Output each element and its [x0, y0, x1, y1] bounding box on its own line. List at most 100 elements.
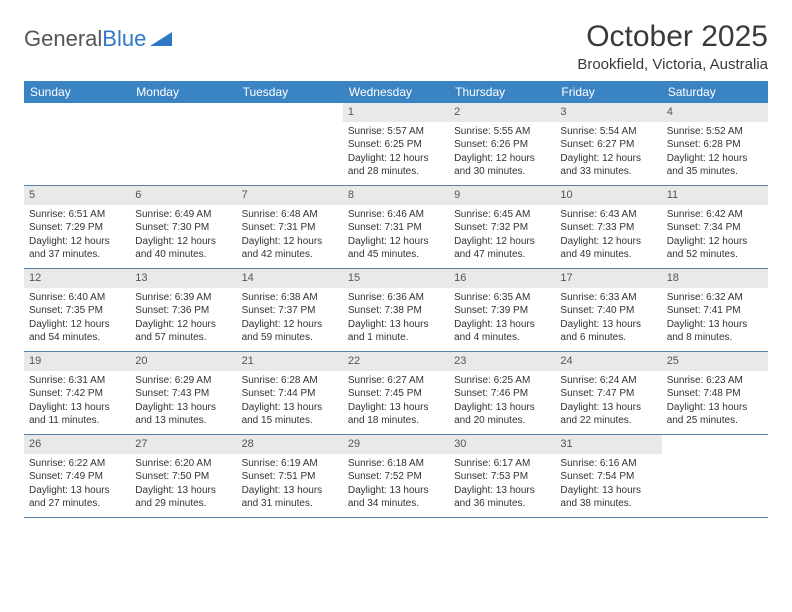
- day-content: Sunrise: 5:54 AMSunset: 6:27 PMDaylight:…: [555, 122, 661, 183]
- calendar-cell: 14Sunrise: 6:38 AMSunset: 7:37 PMDayligh…: [237, 269, 343, 352]
- sunset-text: Sunset: 7:41 PM: [667, 304, 763, 318]
- sunset-text: Sunset: 7:51 PM: [242, 470, 338, 484]
- day-content: Sunrise: 6:49 AMSunset: 7:30 PMDaylight:…: [130, 205, 236, 266]
- calendar-row: 12Sunrise: 6:40 AMSunset: 7:35 PMDayligh…: [24, 269, 768, 352]
- sunrise-text: Sunrise: 5:57 AM: [348, 125, 444, 139]
- day-number: 17: [555, 269, 661, 288]
- day-content: Sunrise: 5:55 AMSunset: 6:26 PMDaylight:…: [449, 122, 555, 183]
- daylight-text: Daylight: 12 hours: [454, 152, 550, 166]
- sunrise-text: Sunrise: 6:25 AM: [454, 374, 550, 388]
- weekday-header: Monday: [130, 81, 236, 103]
- day-number: 30: [449, 435, 555, 454]
- daylight-text: Daylight: 12 hours: [29, 235, 125, 249]
- calendar-cell: 18Sunrise: 6:32 AMSunset: 7:41 PMDayligh…: [662, 269, 768, 352]
- sunrise-text: Sunrise: 6:48 AM: [242, 208, 338, 222]
- daylight-text: Daylight: 13 hours: [454, 484, 550, 498]
- sunrise-text: Sunrise: 6:18 AM: [348, 457, 444, 471]
- daylight-text: and 30 minutes.: [454, 165, 550, 179]
- logo: GeneralBlue: [24, 20, 172, 52]
- day-content: Sunrise: 6:25 AMSunset: 7:46 PMDaylight:…: [449, 371, 555, 432]
- daylight-text: and 49 minutes.: [560, 248, 656, 262]
- daylight-text: and 4 minutes.: [454, 331, 550, 345]
- day-content: Sunrise: 6:19 AMSunset: 7:51 PMDaylight:…: [237, 454, 343, 515]
- day-number: 9: [449, 186, 555, 205]
- day-content: Sunrise: 6:20 AMSunset: 7:50 PMDaylight:…: [130, 454, 236, 515]
- daylight-text: Daylight: 13 hours: [29, 401, 125, 415]
- sunrise-text: Sunrise: 6:51 AM: [29, 208, 125, 222]
- sunrise-text: Sunrise: 6:32 AM: [667, 291, 763, 305]
- sunset-text: Sunset: 7:44 PM: [242, 387, 338, 401]
- day-number: 19: [24, 352, 130, 371]
- sunset-text: Sunset: 7:52 PM: [348, 470, 444, 484]
- daylight-text: Daylight: 12 hours: [667, 152, 763, 166]
- day-content: Sunrise: 6:28 AMSunset: 7:44 PMDaylight:…: [237, 371, 343, 432]
- daylight-text: and 22 minutes.: [560, 414, 656, 428]
- daylight-text: and 18 minutes.: [348, 414, 444, 428]
- calendar-cell: [662, 435, 768, 518]
- day-number: 31: [555, 435, 661, 454]
- weekday-header: Saturday: [662, 81, 768, 103]
- daylight-text: and 20 minutes.: [454, 414, 550, 428]
- sunrise-text: Sunrise: 5:52 AM: [667, 125, 763, 139]
- weekday-header: Friday: [555, 81, 661, 103]
- daylight-text: Daylight: 13 hours: [348, 401, 444, 415]
- calendar-cell: 20Sunrise: 6:29 AMSunset: 7:43 PMDayligh…: [130, 352, 236, 435]
- day-number: 6: [130, 186, 236, 205]
- day-content: Sunrise: 6:36 AMSunset: 7:38 PMDaylight:…: [343, 288, 449, 349]
- sunrise-text: Sunrise: 6:39 AM: [135, 291, 231, 305]
- daylight-text: and 36 minutes.: [454, 497, 550, 511]
- day-number: 11: [662, 186, 768, 205]
- day-number: 7: [237, 186, 343, 205]
- day-content: Sunrise: 6:42 AMSunset: 7:34 PMDaylight:…: [662, 205, 768, 266]
- sunrise-text: Sunrise: 6:22 AM: [29, 457, 125, 471]
- sunset-text: Sunset: 7:37 PM: [242, 304, 338, 318]
- calendar-cell: 11Sunrise: 6:42 AMSunset: 7:34 PMDayligh…: [662, 186, 768, 269]
- sunrise-text: Sunrise: 6:16 AM: [560, 457, 656, 471]
- day-content: Sunrise: 6:24 AMSunset: 7:47 PMDaylight:…: [555, 371, 661, 432]
- day-content: Sunrise: 6:32 AMSunset: 7:41 PMDaylight:…: [662, 288, 768, 349]
- calendar-cell: 9Sunrise: 6:45 AMSunset: 7:32 PMDaylight…: [449, 186, 555, 269]
- weekday-row: Sunday Monday Tuesday Wednesday Thursday…: [24, 81, 768, 103]
- sunset-text: Sunset: 7:40 PM: [560, 304, 656, 318]
- logo-text-1: General: [24, 26, 102, 52]
- day-number: 28: [237, 435, 343, 454]
- sunrise-text: Sunrise: 6:20 AM: [135, 457, 231, 471]
- daylight-text: and 40 minutes.: [135, 248, 231, 262]
- daylight-text: and 47 minutes.: [454, 248, 550, 262]
- sunset-text: Sunset: 7:39 PM: [454, 304, 550, 318]
- calendar-cell: [24, 103, 130, 186]
- sunrise-text: Sunrise: 6:36 AM: [348, 291, 444, 305]
- calendar-cell: 7Sunrise: 6:48 AMSunset: 7:31 PMDaylight…: [237, 186, 343, 269]
- calendar-row: 1Sunrise: 5:57 AMSunset: 6:25 PMDaylight…: [24, 103, 768, 186]
- daylight-text: Daylight: 12 hours: [29, 318, 125, 332]
- sunrise-text: Sunrise: 6:29 AM: [135, 374, 231, 388]
- calendar-cell: 10Sunrise: 6:43 AMSunset: 7:33 PMDayligh…: [555, 186, 661, 269]
- weekday-header: Tuesday: [237, 81, 343, 103]
- sunset-text: Sunset: 7:45 PM: [348, 387, 444, 401]
- sunrise-text: Sunrise: 6:17 AM: [454, 457, 550, 471]
- day-number: 15: [343, 269, 449, 288]
- sunset-text: Sunset: 7:33 PM: [560, 221, 656, 235]
- daylight-text: Daylight: 13 hours: [667, 318, 763, 332]
- day-number: 25: [662, 352, 768, 371]
- sunrise-text: Sunrise: 6:45 AM: [454, 208, 550, 222]
- daylight-text: and 6 minutes.: [560, 331, 656, 345]
- calendar-cell: 12Sunrise: 6:40 AMSunset: 7:35 PMDayligh…: [24, 269, 130, 352]
- sunrise-text: Sunrise: 6:35 AM: [454, 291, 550, 305]
- calendar-cell: 30 Sunrise: 6:17 AMSunset: 7:53 PMDayligh…: [449, 435, 555, 518]
- day-number: 5: [24, 186, 130, 205]
- sunset-text: Sunset: 7:32 PM: [454, 221, 550, 235]
- daylight-text: Daylight: 13 hours: [454, 318, 550, 332]
- daylight-text: and 52 minutes.: [667, 248, 763, 262]
- daylight-text: and 35 minutes.: [667, 165, 763, 179]
- daylight-text: and 11 minutes.: [29, 414, 125, 428]
- daylight-text: and 29 minutes.: [135, 497, 231, 511]
- sunset-text: Sunset: 7:47 PM: [560, 387, 656, 401]
- sunset-text: Sunset: 7:49 PM: [29, 470, 125, 484]
- sunrise-text: Sunrise: 6:28 AM: [242, 374, 338, 388]
- calendar-cell: 29Sunrise: 6:18 AMSunset: 7:52 PMDayligh…: [343, 435, 449, 518]
- sunset-text: Sunset: 7:53 PM: [454, 470, 550, 484]
- day-number: 8: [343, 186, 449, 205]
- sunrise-text: Sunrise: 5:54 AM: [560, 125, 656, 139]
- sunset-text: Sunset: 7:50 PM: [135, 470, 231, 484]
